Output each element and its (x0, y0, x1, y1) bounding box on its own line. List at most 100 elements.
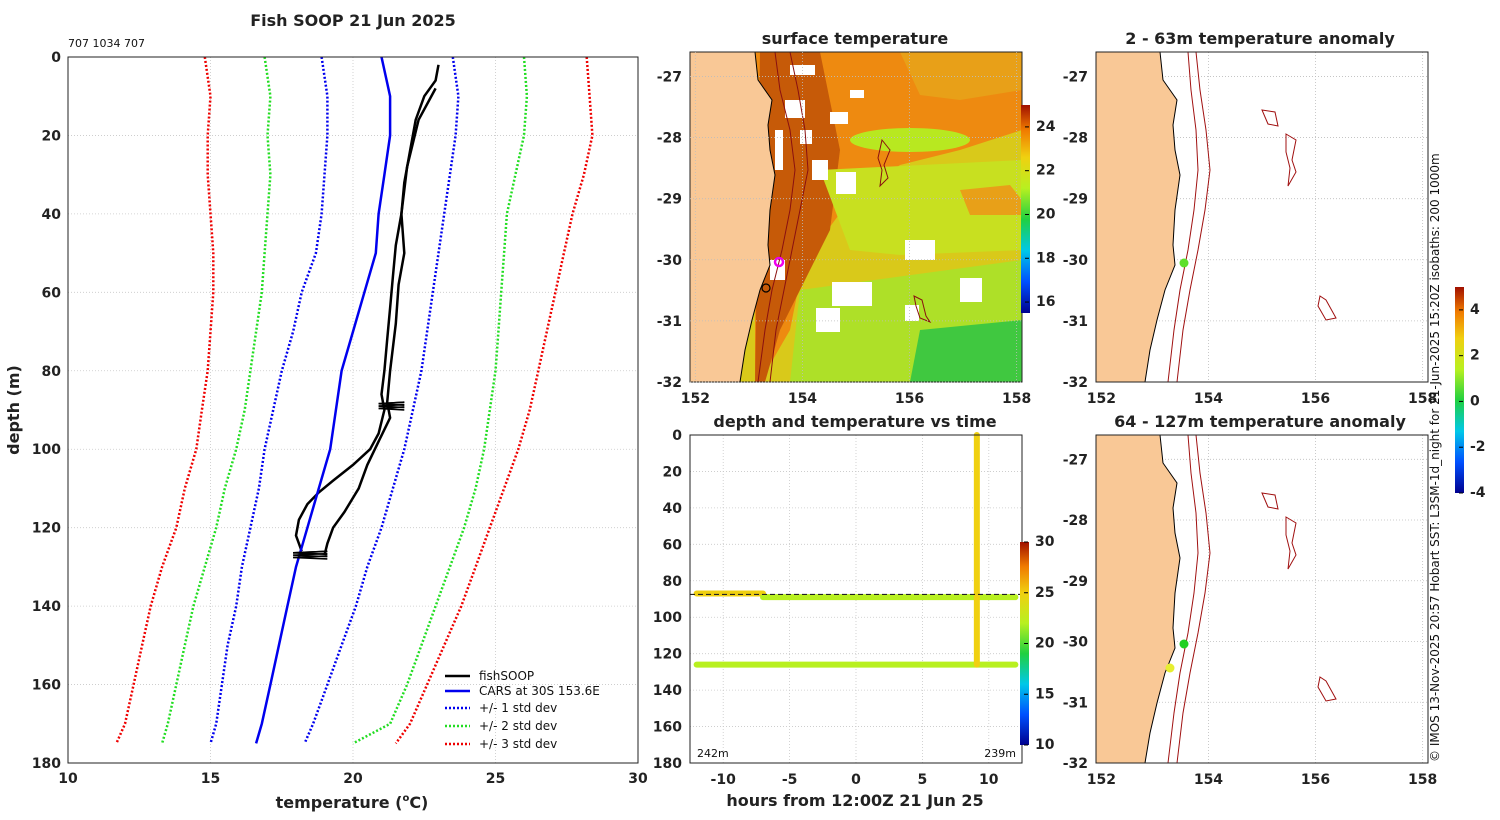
profile-y-tick-label: 180 (32, 756, 61, 772)
map-x-tick-label: 152 (681, 391, 710, 407)
sst-colorbar (1021, 105, 1030, 313)
cbar-tick-label: 10 (1035, 737, 1055, 753)
cbar-tick-label: 16 (1036, 294, 1055, 310)
map-x-tick-label: 156 (1301, 772, 1330, 788)
cbar-tick-label: 22 (1036, 163, 1055, 179)
anom2-land (1096, 435, 1181, 763)
dt-y-tick-label: 60 (663, 537, 683, 553)
sst-title: surface temperature (762, 29, 949, 48)
cbar-tick-label: 0 (1470, 393, 1480, 409)
dt-x-tick-label: 5 (918, 772, 928, 788)
anom1-ticks: 152 154 156 158 -27 -28 -29 -30 -31 -32 (1063, 69, 1438, 407)
dt-x-tick-label: 0 (851, 772, 861, 788)
cbar-tick-label: 20 (1036, 206, 1056, 222)
profile-x-tick-label: 10 (58, 771, 78, 787)
profile-x-tick-label: 15 (201, 771, 220, 787)
profile-y-tick-label: 140 (32, 599, 61, 615)
profile-series-6 (352, 56, 529, 745)
map-y-tick-label: -29 (1063, 574, 1088, 590)
map-y-tick-label: -29 (1063, 192, 1088, 208)
dt-xlabel: hours from 12:00Z 21 Jun 25 (726, 791, 983, 810)
cbar-tick-label: 4 (1470, 302, 1480, 318)
legend-label-fishsoop: fishSOOP (479, 669, 534, 683)
sst-colorbar-ticks: 16 18 20 22 24 (1025, 119, 1056, 310)
map-y-tick-label: -27 (1063, 452, 1088, 468)
profile-x-tick-label: 25 (486, 771, 505, 787)
dt-annotation-start: 242m (697, 747, 729, 760)
profile-pause-mark (293, 552, 328, 556)
profile-series-3 (209, 56, 329, 744)
profile-y-tick-label: 160 (32, 678, 61, 694)
profile-series-4 (303, 56, 460, 744)
anomaly-colorbar (1455, 287, 1464, 493)
sst-ticks: 152 154 156 158 -27 -28 -29 -30 -31 -32 (657, 69, 1032, 407)
map-x-tick-label: 158 (1408, 391, 1437, 407)
map-x-tick-label: 152 (1087, 772, 1116, 788)
map-x-tick-label: 158 (1408, 772, 1437, 788)
profile-pause-mark (293, 550, 328, 554)
depth-time-chart: depth and temperature vs time -10 -5 0 5 100… (653, 412, 1055, 810)
dt-annotation-end: 239m (984, 747, 1016, 760)
map-y-tick-label: -28 (1063, 513, 1088, 529)
profile-title: Fish SOOP 21 Jun 2025 (250, 11, 456, 30)
map-x-tick-label: 154 (1194, 772, 1223, 788)
profile-subtitle: 707 1034 707 (68, 37, 145, 50)
anomaly-colorbar-ticks: -4 -2 0 2 4 (1459, 302, 1486, 501)
profile-x-tick-label: 30 (628, 771, 648, 787)
profile-series-7 (115, 56, 215, 744)
anom1-seamount-3 (1317, 295, 1337, 321)
map-y-tick-label: -31 (1063, 314, 1088, 330)
dt-y-tick-label: 120 (653, 647, 682, 663)
map-y-tick-label: -31 (657, 314, 682, 330)
anom2-point-2 (1165, 663, 1175, 673)
profile-y-tick-label: 0 (51, 50, 61, 66)
profile-chart: Fish SOOP 21 Jun 2025 707 1034 707 10 15 2… (4, 11, 648, 812)
profile-y-tick-label: 40 (42, 207, 62, 223)
map-x-tick-label: 154 (1194, 391, 1223, 407)
dt-y-tick-label: 100 (653, 610, 682, 626)
anom1-land (1096, 52, 1181, 382)
dt-y-tick-label: 80 (663, 574, 683, 590)
cbar-tick-label: 15 (1035, 686, 1054, 702)
map-y-tick-label: -27 (1063, 69, 1088, 85)
map-y-tick-label: -30 (1063, 253, 1089, 269)
profile-series-8 (394, 56, 594, 745)
profile-y-tick-label: 60 (42, 285, 62, 301)
anom1-seamount-2 (1285, 133, 1297, 187)
anomaly-shallow-map: 2 - 63m temperature anomaly 152 154 156 158… (1063, 29, 1438, 407)
dt-x-tick-label: -5 (782, 772, 798, 788)
dt-y-tick-label: 140 (653, 683, 682, 699)
credit-text: © IMOS 13-Nov-2025 20:57 Hobart SST: L3S… (1428, 153, 1442, 762)
anom2-isobath-200m (1167, 435, 1199, 763)
dt-y-tick-label: 160 (653, 720, 682, 736)
dt-title: depth and temperature vs time (713, 412, 996, 431)
anom1-axes-box (1095, 51, 1429, 383)
cbar-tick-label: 25 (1035, 585, 1054, 601)
map-y-tick-label: -29 (657, 192, 682, 208)
profile-y-tick-label: 80 (42, 364, 62, 380)
map-y-tick-label: -31 (1063, 695, 1088, 711)
legend-label-std2: +/- 2 std dev (479, 719, 557, 733)
map-y-tick-label: -28 (657, 131, 682, 147)
anom2-point-1 (1179, 639, 1189, 649)
cbar-tick-label: -2 (1470, 439, 1486, 455)
profile-series-1 (323, 87, 437, 556)
profile-pause-mark (378, 407, 405, 411)
sst-isobath-1000m (769, 52, 809, 382)
map-y-tick-label: -32 (1063, 375, 1088, 391)
map-x-tick-label: 154 (788, 391, 817, 407)
cbar-tick-label: 20 (1035, 636, 1055, 652)
dt-y-tick-label: 40 (663, 501, 683, 517)
dt-series (690, 432, 1022, 668)
profile-series (115, 56, 594, 745)
profile-xlabel: temperature (oC) (276, 793, 429, 812)
anom2-seamount-3 (1317, 676, 1337, 702)
dt-y-tick-label: 20 (663, 464, 683, 480)
sst-seamount-1 (877, 138, 891, 188)
dt-x-tick-label: -10 (711, 772, 737, 788)
profile-grid (67, 56, 639, 764)
profile-y-tick-label: 20 (42, 128, 62, 144)
cbar-tick-label: 24 (1036, 119, 1056, 135)
anom1-point (1179, 258, 1189, 268)
cbar-tick-label: 2 (1470, 348, 1480, 364)
